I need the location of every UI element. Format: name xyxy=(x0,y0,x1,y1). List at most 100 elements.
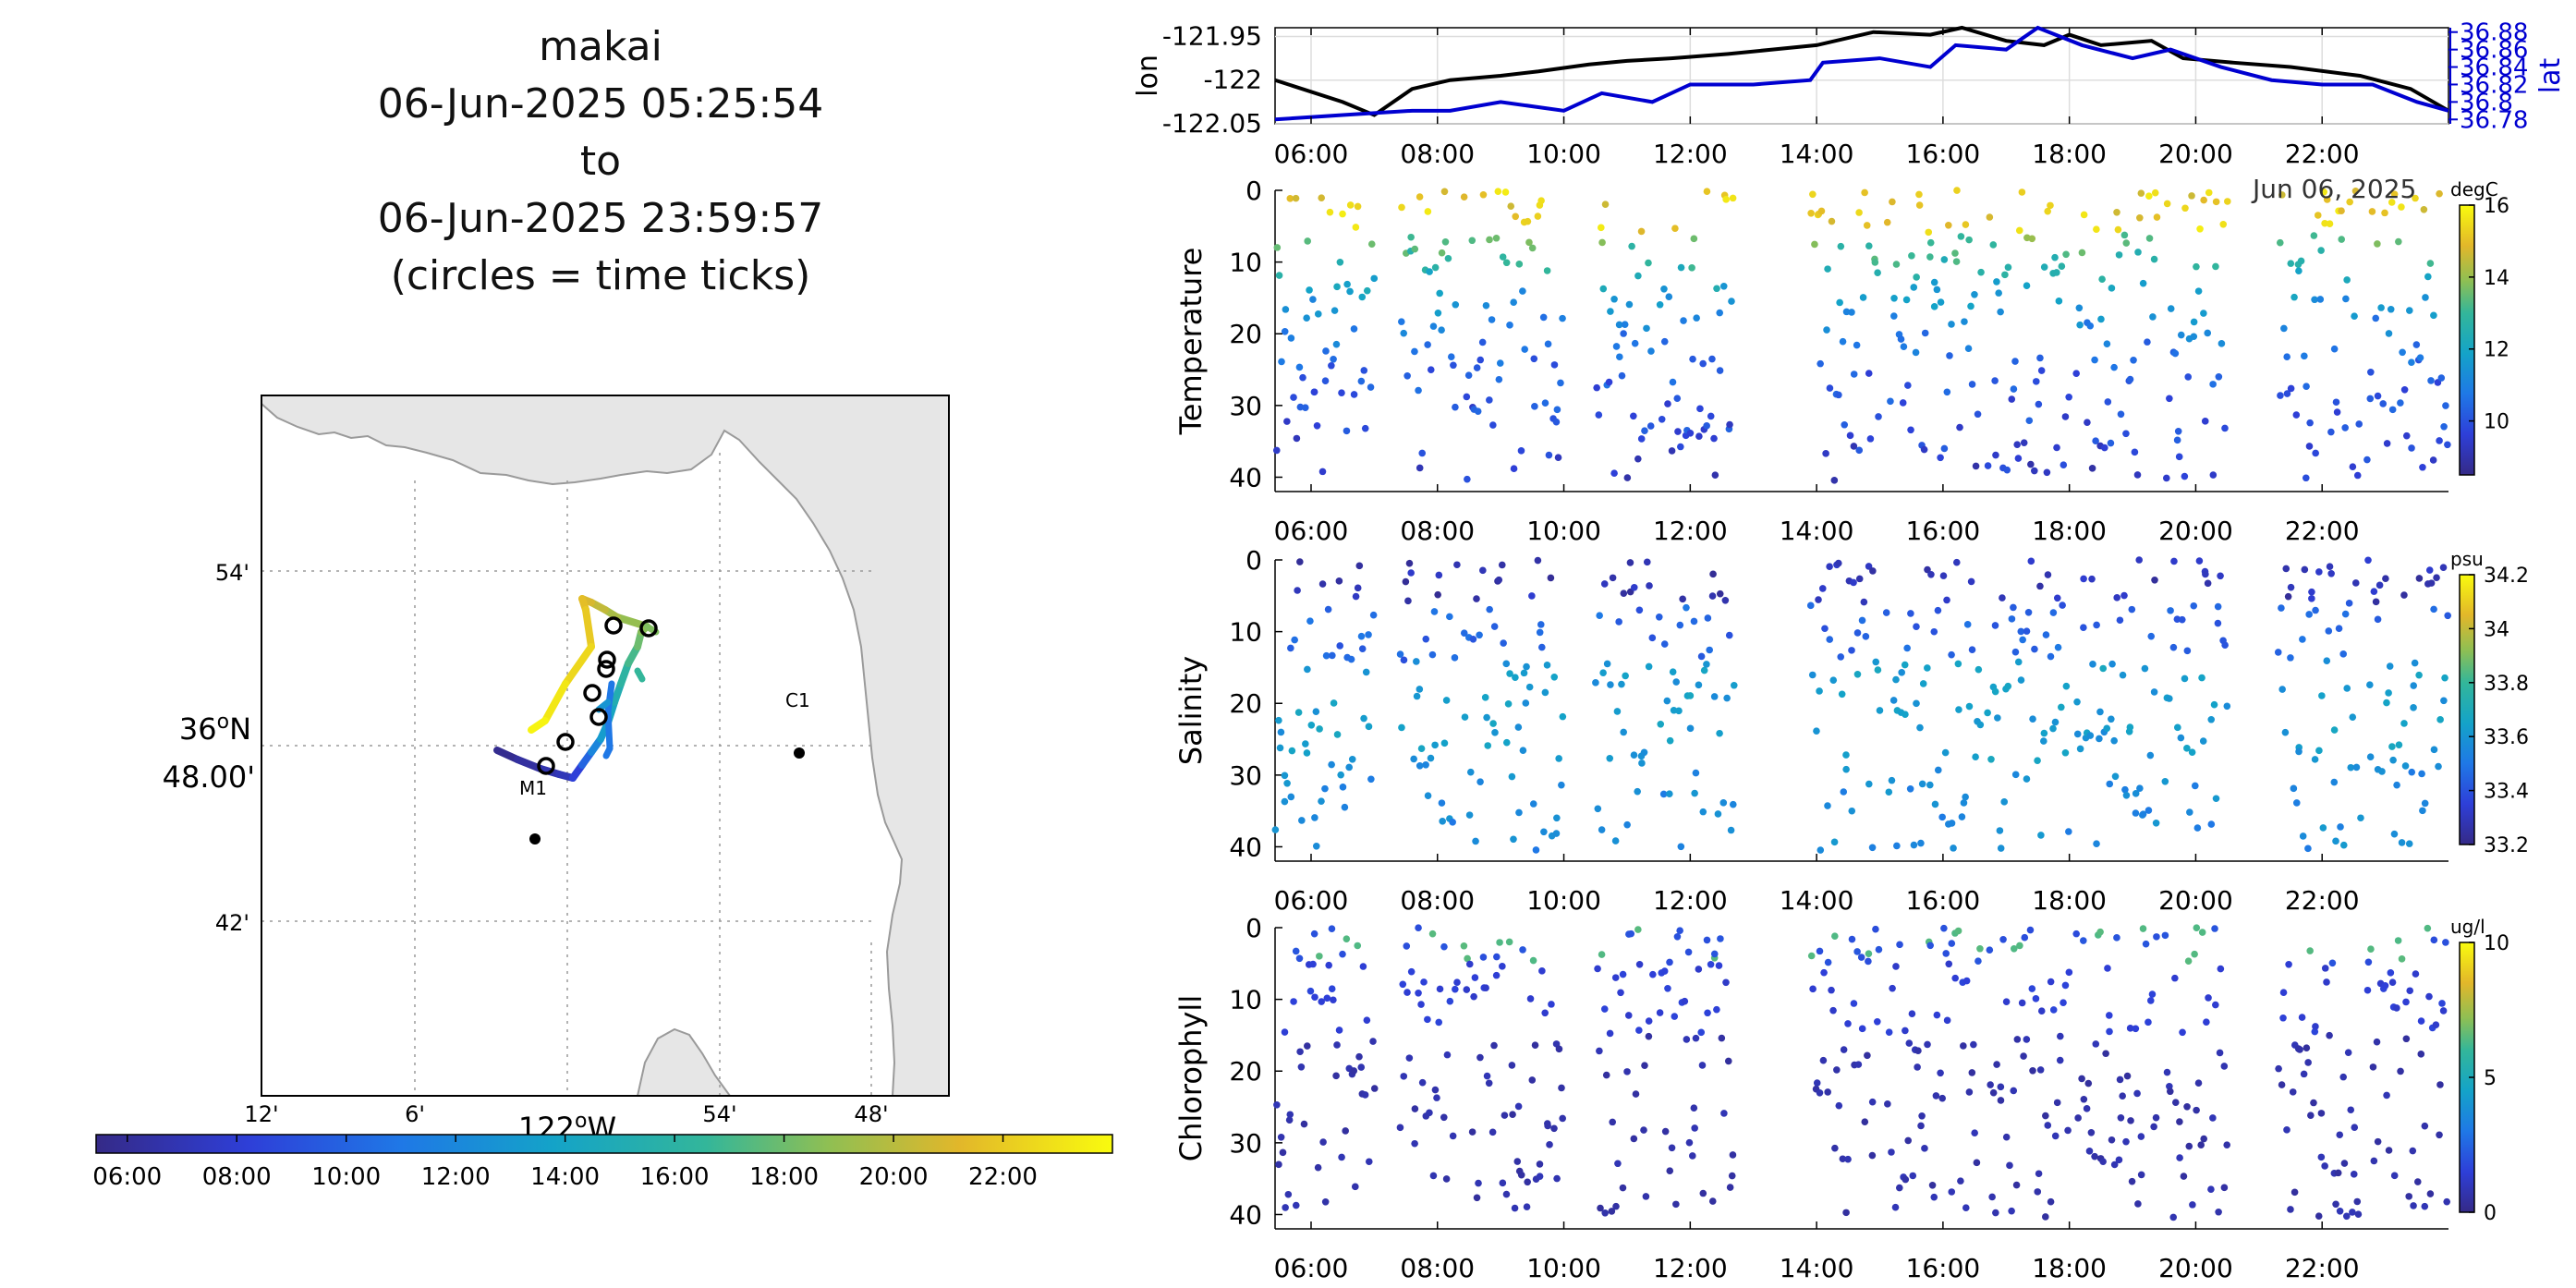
temp-data-point xyxy=(2043,468,2051,477)
chl-data-point xyxy=(1502,1190,1511,1198)
temp-data-point xyxy=(1673,395,1682,402)
chl-data-point xyxy=(2115,1156,2123,1164)
sal-data-point xyxy=(1865,780,1873,788)
temp-data-point xyxy=(1512,213,1520,221)
temp-data-point xyxy=(2075,304,2084,312)
chl-data-point xyxy=(2053,1099,2061,1107)
temp-data-point xyxy=(2442,402,2449,409)
temp-data-point xyxy=(1309,296,1317,303)
temp-data-point xyxy=(1292,194,1300,202)
lat-series-line xyxy=(1274,25,2449,122)
chl-data-point xyxy=(1524,1178,1531,1186)
temp-data-point xyxy=(1610,469,1618,478)
sal-data-point xyxy=(1716,589,1724,598)
temp-data-point xyxy=(2144,338,2151,346)
chl-data-point xyxy=(1300,1120,1308,1128)
chl-data-point xyxy=(2087,1128,2096,1136)
temp-data-point xyxy=(2020,439,2028,446)
chl-data-point xyxy=(2212,1001,2219,1009)
temp-data-point xyxy=(1677,263,1685,272)
temp-data-point xyxy=(1713,285,1720,293)
track-segment xyxy=(604,680,615,715)
temp-data-point xyxy=(1974,410,1982,419)
figure-title: makai 06-Jun-2025 05:25:54 to 06-Jun-202… xyxy=(333,18,869,305)
temp-data-point xyxy=(2131,448,2139,456)
station-c1-marker[interactable] xyxy=(794,747,805,759)
chl-data-point xyxy=(1645,1032,1653,1040)
chl-data-point xyxy=(1277,1133,1285,1141)
temp-data-point xyxy=(1631,339,1639,347)
chl-data-point xyxy=(2184,957,2193,965)
chl-data-point xyxy=(2036,1066,2045,1074)
temp-data-point xyxy=(2397,399,2404,407)
temp-data-point xyxy=(1686,429,1695,437)
temp-data-point xyxy=(2013,441,2021,448)
track-map[interactable]: C1 M1 54' 36oN 48.00' 42' 12' 6' 122oW 5… xyxy=(92,395,1113,1191)
chl-data-point xyxy=(1664,984,1671,992)
sal-data-point xyxy=(2004,682,2012,690)
chl-data-point xyxy=(2105,1012,2113,1019)
sal-data-point xyxy=(1830,838,1839,846)
sal-data-point xyxy=(2088,575,2096,583)
temp-data-point xyxy=(2310,232,2318,239)
sal-data-point xyxy=(1848,647,1855,654)
sal-data-point xyxy=(2034,757,2041,764)
lat-ytick-label: 36.82 xyxy=(2460,71,2528,99)
temp-data-point xyxy=(2113,208,2120,216)
chl-data-point xyxy=(1807,952,1816,960)
temp-data-point xyxy=(2430,311,2437,320)
chl-data-point xyxy=(1948,940,1956,947)
station-m1-marker[interactable] xyxy=(529,833,541,844)
chl-data-point xyxy=(2057,1032,2064,1040)
temp-data-point xyxy=(1811,240,1818,249)
sal-data-point xyxy=(1869,567,1877,575)
sal-data-point xyxy=(1407,569,1415,577)
temp-data-point xyxy=(2426,260,2435,267)
sal-data-point xyxy=(1476,631,1483,639)
chl-data-point xyxy=(2385,1147,2393,1154)
temp-data-point xyxy=(1887,397,1894,406)
map-ytick-42: 42' xyxy=(215,910,249,936)
chl-data-point xyxy=(1635,1027,1643,1034)
sal-data-point xyxy=(2036,582,2044,590)
sal-data-point xyxy=(1520,669,1528,677)
chl-data-point xyxy=(2406,987,2414,995)
chl-data-point xyxy=(2049,1006,2058,1014)
chl-data-point xyxy=(1517,1171,1525,1179)
chl-data-point xyxy=(2134,1200,2142,1208)
sal-data-point xyxy=(2441,674,2448,682)
map-land xyxy=(261,395,950,1097)
sal-data-point xyxy=(1692,769,1700,777)
chl-data-point xyxy=(2119,1092,2126,1100)
temp-data-point xyxy=(1418,449,1427,457)
sal-data-point xyxy=(1461,713,1469,721)
temp-data-point xyxy=(2412,194,2419,202)
sal-data-point xyxy=(2408,768,2416,776)
sal-data-point xyxy=(1645,662,1653,671)
chl-data-point xyxy=(1968,1069,1976,1076)
temp-data-point xyxy=(1621,321,1629,328)
map-xtick-48: 48' xyxy=(854,1101,888,1127)
lon-lat-panel[interactable]: -121.95-122-122.0536.8836.8636.8436.8236… xyxy=(1132,19,2567,169)
sal-data-point xyxy=(1934,606,1942,614)
sal-data-point xyxy=(2183,745,2191,752)
temp-data-point xyxy=(1828,217,1836,225)
sal-data-point xyxy=(1910,841,1918,849)
temp-data-point xyxy=(1333,283,1341,291)
temp-data-point xyxy=(2436,189,2443,198)
temp-data-point xyxy=(1468,237,1476,245)
sal-data-point xyxy=(2110,736,2118,745)
sal-data-point xyxy=(1872,658,1880,666)
track-segment xyxy=(604,708,614,752)
temp-data-point xyxy=(1424,208,1432,215)
temp-data-point xyxy=(2212,198,2220,206)
sal-data-point xyxy=(1336,642,1344,650)
temp-data-point xyxy=(2078,249,2086,257)
sal-data-point xyxy=(1965,702,1974,711)
temp-data-point xyxy=(2388,406,2397,414)
sal-data-point xyxy=(2337,823,2344,831)
temp-data-point xyxy=(1314,310,1322,318)
